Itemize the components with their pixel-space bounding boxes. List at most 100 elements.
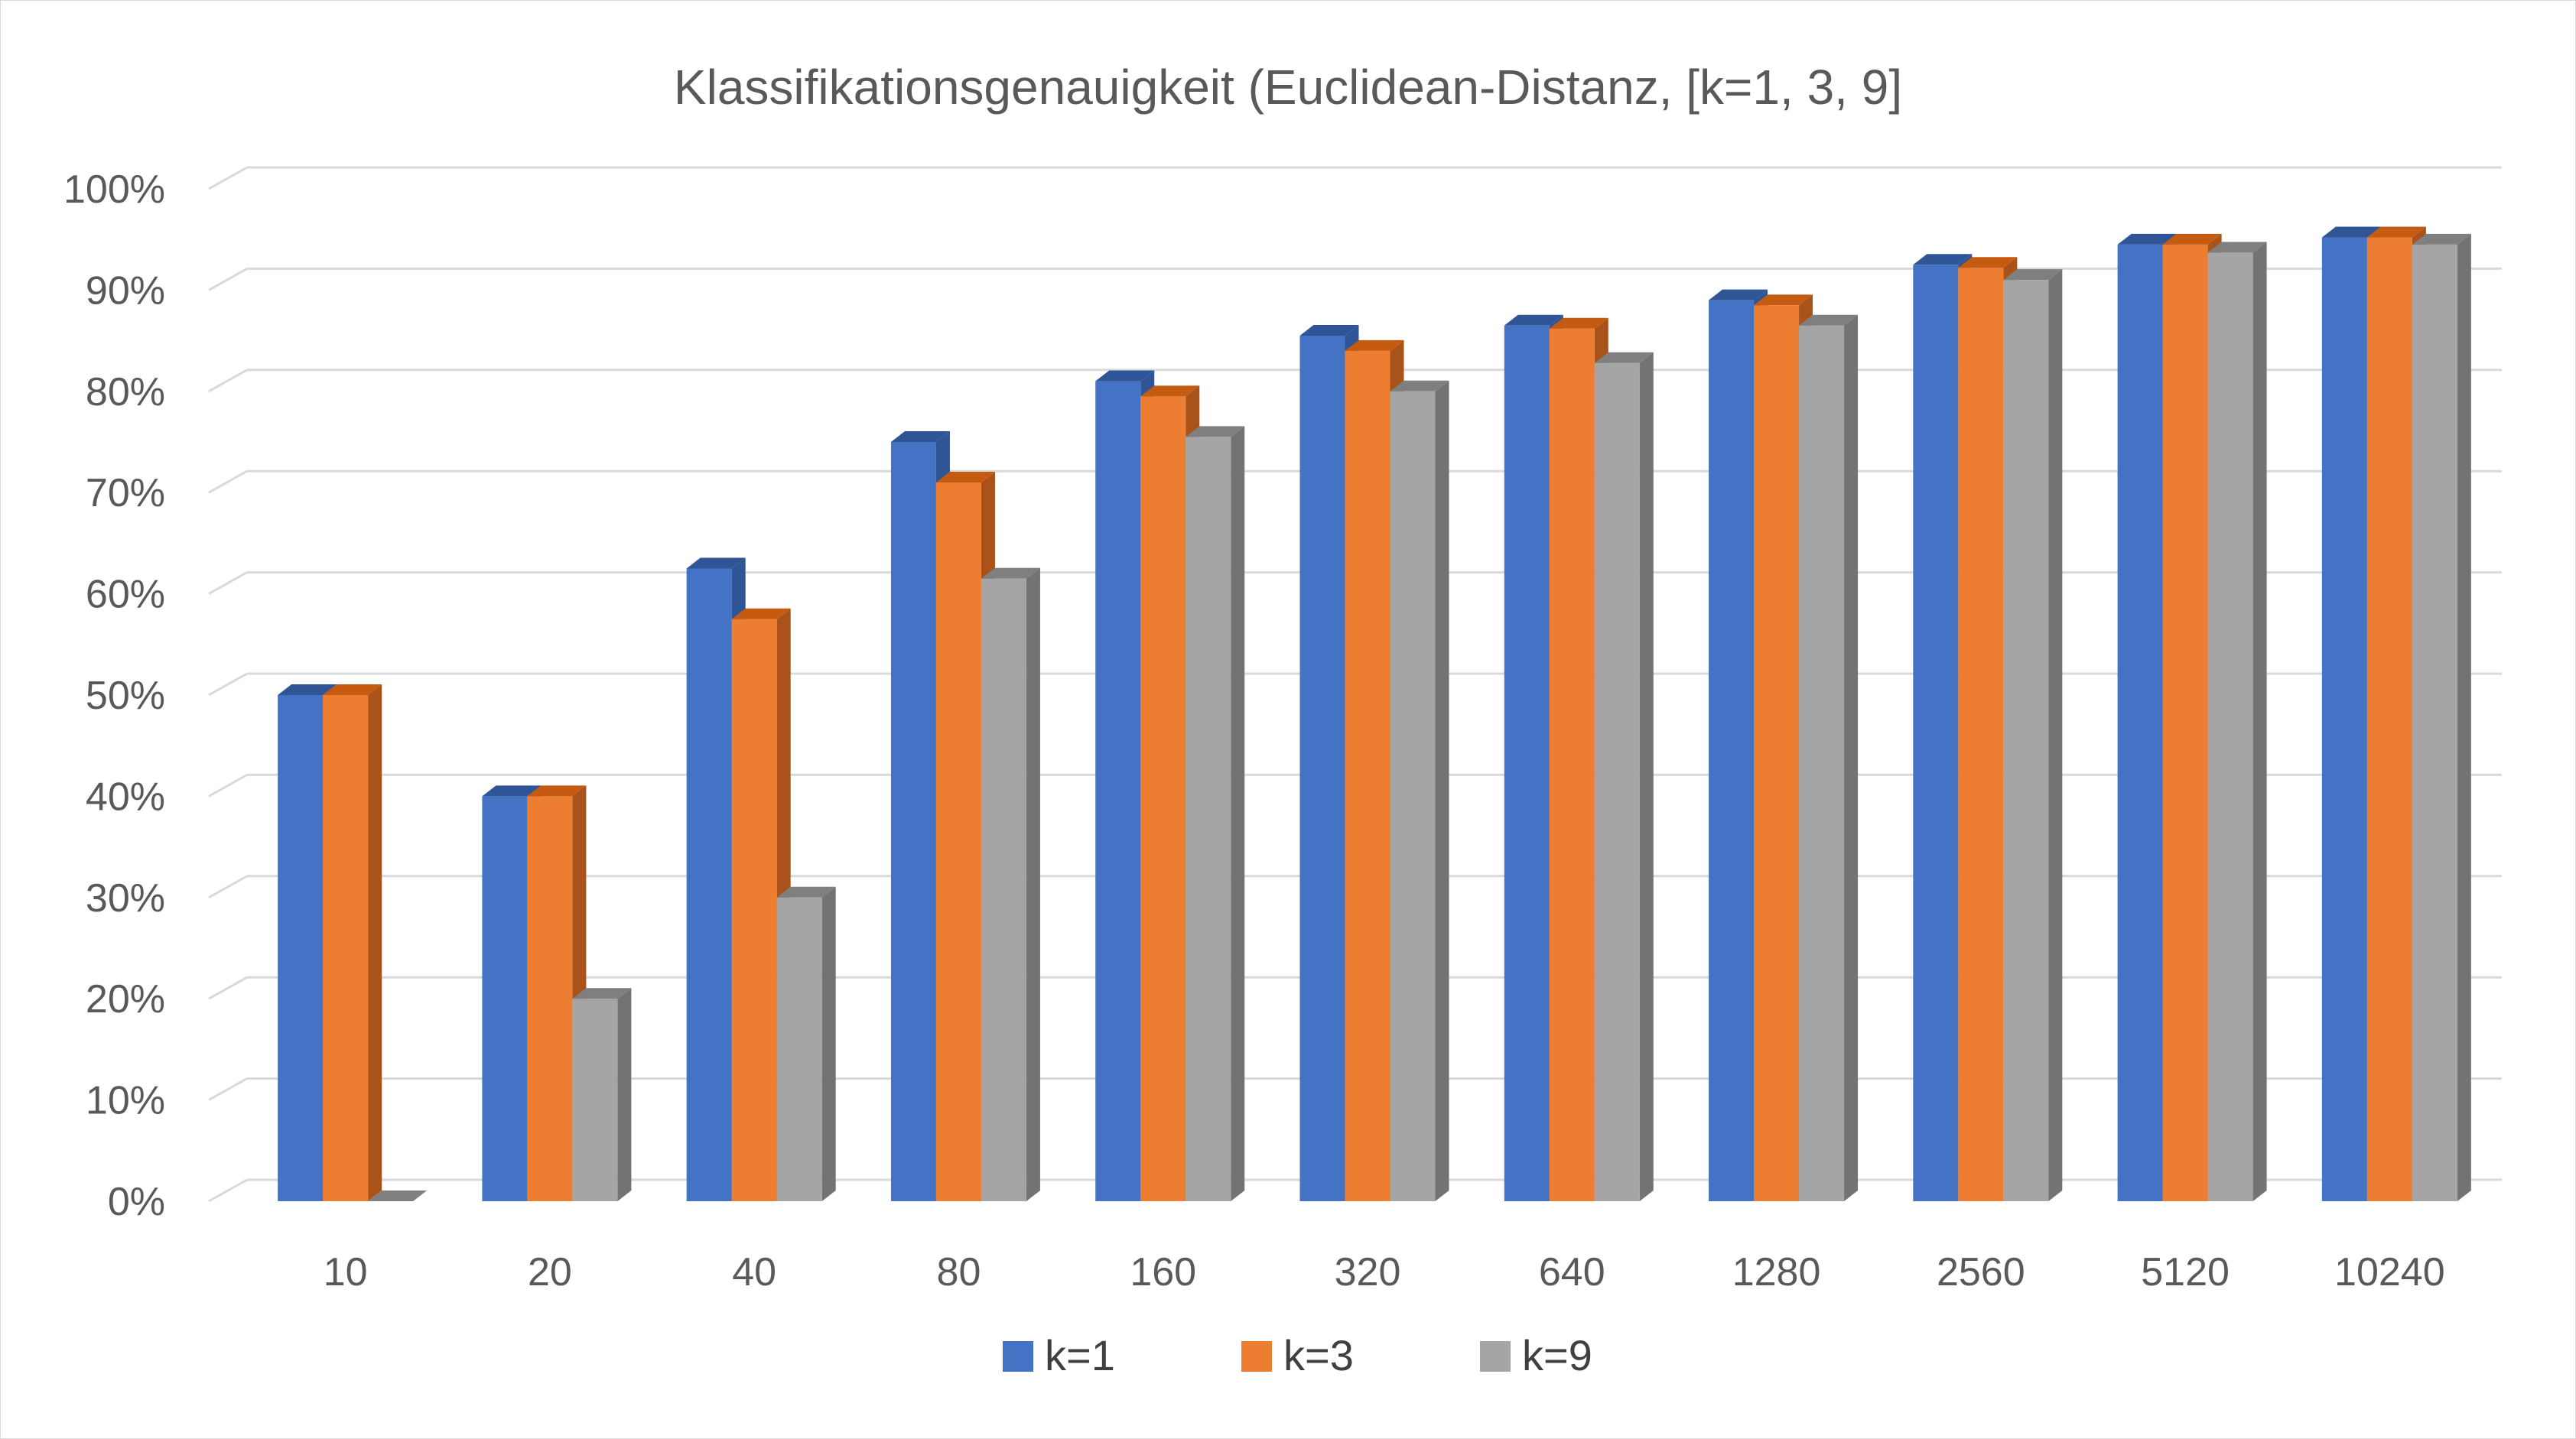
y-tick-label: 60%: [86, 573, 165, 617]
bar-front: [1958, 268, 2004, 1202]
legend-item: k=3: [1241, 1331, 1354, 1379]
legend-label: k=9: [1522, 1331, 1592, 1379]
x-tick-label: 640: [1539, 1250, 1605, 1294]
bar-front: [1754, 305, 1800, 1201]
bar-side: [1435, 380, 1449, 1201]
bar-top: [2003, 269, 2063, 281]
bar-front: [1504, 325, 1550, 1201]
bar-top: [935, 471, 995, 482]
bar-front: [278, 695, 324, 1201]
x-tick-label: 2560: [1937, 1250, 2025, 1294]
x-tick-label: 320: [1335, 1250, 1401, 1294]
x-tick-label: 1280: [1732, 1250, 1821, 1294]
bar-top: [686, 557, 746, 569]
bar: [2003, 269, 2063, 1201]
bar-side: [1844, 314, 1859, 1201]
y-tick-label: 10%: [86, 1079, 165, 1123]
bar-side: [1231, 426, 1245, 1201]
bar-top: [1594, 352, 1654, 363]
bar: [1390, 380, 1449, 1201]
bar-top: [527, 785, 587, 797]
bar-front: [2162, 244, 2208, 1201]
x-tick-label: 80: [937, 1250, 981, 1294]
x-tick-label: 40: [732, 1250, 776, 1294]
bar-top: [1913, 254, 1973, 265]
bar: [2207, 242, 2267, 1201]
bar-top: [1095, 370, 1155, 382]
bar: [776, 886, 836, 1201]
bar-side: [1026, 567, 1040, 1201]
bar-front: [731, 619, 777, 1201]
bars: [278, 226, 2471, 1202]
bar-front: [572, 999, 618, 1201]
bar: [323, 684, 382, 1201]
y-tick-label: 80%: [86, 370, 165, 414]
y-tick-label: 50%: [86, 674, 165, 718]
legend-label: k=1: [1045, 1331, 1115, 1379]
bar: [981, 567, 1040, 1201]
bar-top: [278, 684, 337, 695]
bar-front: [2003, 280, 2049, 1201]
bar-top: [1504, 314, 1563, 326]
bar-top: [1186, 426, 1245, 437]
bar-top: [323, 684, 382, 695]
bar-front: [935, 482, 981, 1201]
bar-top: [2117, 233, 2177, 245]
legend-label: k=3: [1283, 1331, 1354, 1379]
chart-title: Klassifikationsgenauigkeit (Euclidean-Di…: [674, 60, 1902, 115]
bar-top: [1390, 380, 1449, 391]
gridline-side: [208, 268, 248, 291]
x-tick-label: 10: [324, 1250, 368, 1294]
bar-top: [1754, 294, 1813, 306]
gridline-side: [208, 1178, 248, 1203]
bar: [1186, 426, 1245, 1201]
bar-side: [2457, 233, 2471, 1201]
bar: [1799, 314, 1859, 1201]
legend-item: k=1: [1003, 1331, 1115, 1379]
gridline-side: [208, 875, 248, 899]
bar: [368, 1191, 428, 1201]
bar: [1594, 352, 1654, 1201]
bar-front: [2207, 252, 2253, 1201]
bar-front: [527, 796, 573, 1201]
y-axis-tick-labels: 0% 10% 20% 30% 40% 50% 60% 70% 80% 90% 100%: [63, 167, 165, 1224]
bar: [572, 988, 632, 1201]
bar-top: [1299, 324, 1359, 336]
bar-front: [1095, 381, 1141, 1201]
bar-front: [2366, 237, 2412, 1201]
bar-top: [1709, 289, 1768, 300]
bar-side: [368, 684, 382, 1201]
bar-top: [2366, 226, 2426, 238]
bar: [1095, 370, 1155, 1201]
bar-top: [2321, 226, 2381, 238]
gridline-side: [208, 369, 248, 393]
y-tick-label: 30%: [86, 876, 165, 921]
bar-front: [2117, 244, 2163, 1201]
bar-top: [1140, 385, 1200, 397]
legend-swatch: [1480, 1341, 1511, 1372]
bar-front: [890, 442, 936, 1201]
y-tick-label: 100%: [63, 167, 165, 212]
bar-top: [368, 1191, 428, 1201]
gridline-side: [208, 976, 248, 1000]
bar-top: [2207, 242, 2267, 253]
bar-front: [482, 796, 528, 1201]
y-tick-label: 40%: [86, 775, 165, 819]
bar-front: [1594, 362, 1640, 1201]
bar-top: [2162, 233, 2222, 245]
bar-front: [1799, 325, 1845, 1201]
bar-top: [731, 608, 791, 619]
bar-front: [1140, 396, 1186, 1202]
x-tick-label: 160: [1130, 1250, 1196, 1294]
y-tick-label: 20%: [86, 977, 165, 1022]
bar-front: [1186, 437, 1231, 1201]
gridline-side: [208, 469, 248, 494]
bar-front: [1549, 328, 1595, 1201]
gridline-side: [208, 774, 248, 797]
y-tick-label: 90%: [86, 268, 165, 313]
bar-top: [482, 785, 542, 797]
bar-front: [776, 897, 822, 1201]
bar-side: [2252, 242, 2267, 1201]
